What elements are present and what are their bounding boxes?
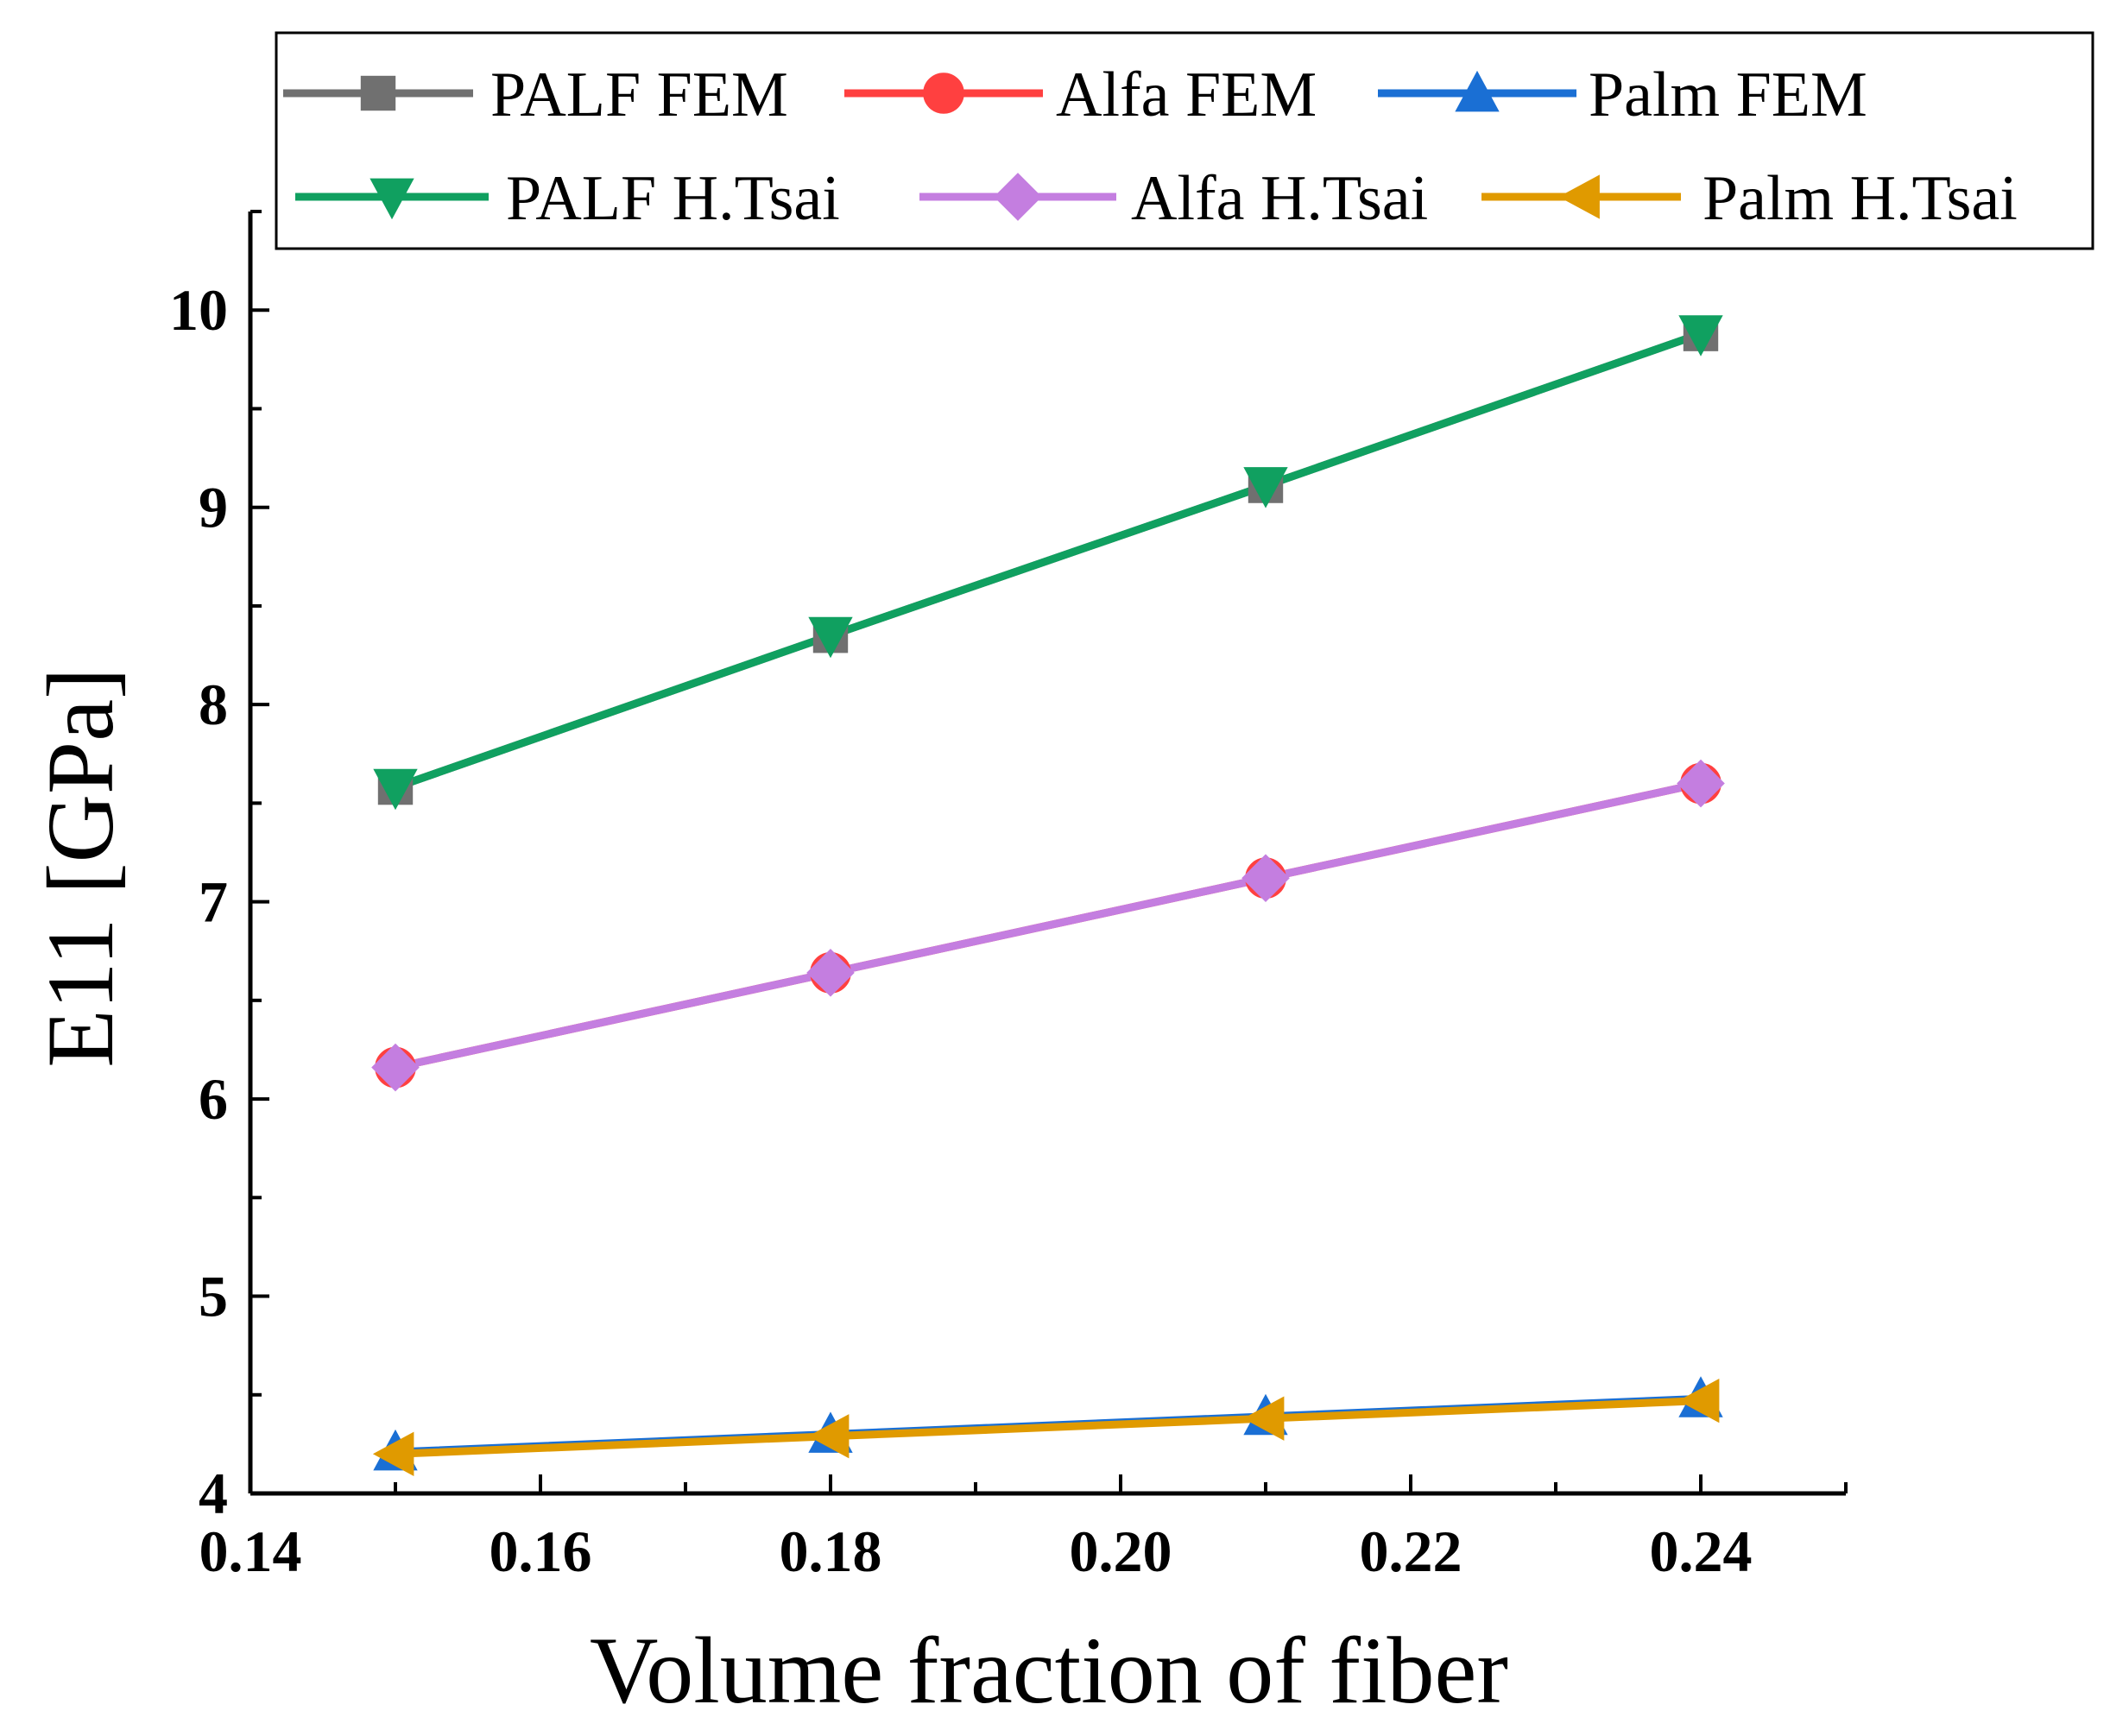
x-tick-label: 0.20 [1070, 1518, 1172, 1584]
y-axis-title: E11 [GPa] [28, 667, 133, 1067]
data-point-3-1 [808, 616, 853, 659]
legend-marker-0 [360, 75, 396, 111]
x-axis-title: Volume fraction of fiber [590, 1618, 1508, 1723]
data-point-3-3 [1678, 315, 1723, 357]
x-tick-label: 0.16 [490, 1518, 592, 1584]
legend-label-2: Palm FEM [1589, 60, 1867, 130]
data-point-5-2 [1242, 1396, 1285, 1441]
series-markers [371, 315, 1725, 1476]
legend-marker-5 [1558, 174, 1600, 219]
y-tick-label: 5 [199, 1264, 228, 1329]
data-point-4-3 [1677, 759, 1725, 808]
legend-marker-1 [923, 73, 964, 114]
data-point-4-1 [806, 949, 855, 997]
y-tick-label: 10 [169, 277, 228, 343]
legend-label-4: Alfa H.Tsai [1131, 163, 1428, 234]
y-tick-label: 8 [199, 672, 228, 737]
legend-label-5: Palm H.Tsai [1703, 163, 2018, 234]
data-point-3-2 [1243, 467, 1288, 508]
data-point-3-0 [373, 768, 418, 811]
x-tick-label: 0.22 [1360, 1518, 1462, 1584]
data-point-5-1 [807, 1414, 850, 1459]
data-point-5-3 [1677, 1378, 1720, 1424]
series-line-4 [395, 780, 1702, 1071]
series-line-3 [394, 330, 1703, 792]
y-tick-label: 4 [199, 1461, 228, 1526]
data-point-4-0 [371, 1043, 420, 1092]
y-tick-label: 7 [199, 869, 228, 935]
x-tick-label: 0.18 [780, 1518, 882, 1584]
data-point-4-2 [1241, 854, 1290, 903]
legend-frame [275, 31, 2094, 250]
y-tick-label: 6 [199, 1066, 228, 1132]
axes: 0.14 0.16 0.18 0.20 0.22 0.24 4 5 6 7 8 9 10 [169, 210, 1848, 1584]
series-lines [394, 330, 1703, 1458]
legend-marker-2 [1455, 70, 1500, 112]
legend-label-3: PALF H.Tsai [506, 163, 840, 234]
series-line-5 [395, 1397, 1702, 1458]
x-tick-label: 0.24 [1650, 1518, 1753, 1584]
y-tick-label: 9 [199, 475, 228, 540]
legend-marker-3 [370, 178, 414, 220]
legend: PALF FEM Alfa FEM Palm FEM PALF H.Tsai Alfa … [275, 31, 2094, 250]
legend-label-1: Alfa FEM [1056, 60, 1317, 130]
legend-label-0: PALF FEM [490, 60, 788, 130]
x-tick-label: 0.14 [199, 1518, 302, 1584]
data-point-5-0 [372, 1431, 414, 1476]
legend-marker-4 [994, 173, 1042, 221]
